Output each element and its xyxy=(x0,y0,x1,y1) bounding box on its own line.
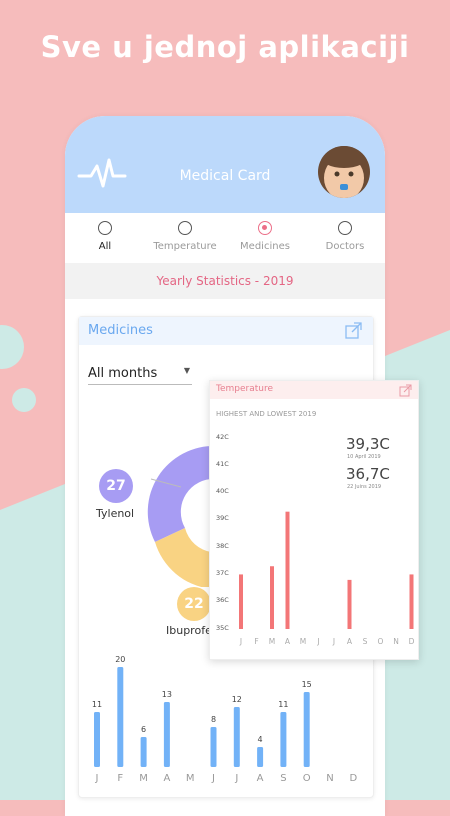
month-tick-label: M xyxy=(299,637,307,646)
tab-all[interactable]: All xyxy=(65,221,145,252)
temp-bar-A[interactable] xyxy=(347,579,352,629)
card-header: Temperature xyxy=(210,381,418,399)
yearly-statistics-header: Yearly Statistics - 2019 xyxy=(65,263,385,299)
y-tick: 42C xyxy=(216,433,229,441)
month-tick-label: J xyxy=(212,773,215,784)
avatar-image xyxy=(318,146,370,198)
month-tick-label: J xyxy=(317,637,320,646)
card-title: Medicines xyxy=(88,323,153,338)
bar-J[interactable] xyxy=(210,727,217,767)
pulse-icon xyxy=(77,158,127,188)
month-tick-label: M xyxy=(185,773,195,784)
bar-value-label: 8 xyxy=(211,715,216,724)
chevron-down-icon: ▼ xyxy=(183,366,190,375)
tab-doctors[interactable]: Doctors xyxy=(305,221,385,252)
temperature-bar-chart xyxy=(239,511,414,629)
y-tick: 40C xyxy=(216,487,229,495)
tylenol-value-badge: 27 xyxy=(99,469,133,503)
month-tick-label: F xyxy=(254,637,259,646)
tab-medicines[interactable]: Medicines xyxy=(225,221,305,252)
month-tick-label: O xyxy=(302,773,311,784)
bar-F[interactable] xyxy=(117,667,124,767)
filter-tabs: All Temperature Medicines Doctors xyxy=(65,213,385,263)
month-tick-label: D xyxy=(408,637,415,646)
tab-label: Medicines xyxy=(240,241,290,252)
month-tick-label: J xyxy=(235,773,239,784)
bar-value-label: 11 xyxy=(278,700,288,709)
donut-segment-tylenol[interactable] xyxy=(147,445,216,542)
month-tick-label: D xyxy=(349,773,358,784)
temp-bar-M[interactable] xyxy=(270,566,274,629)
month-tick-label: S xyxy=(280,773,287,784)
bar-J[interactable] xyxy=(233,707,240,767)
month-tick-label: J xyxy=(95,773,99,784)
app-title: Medical Card xyxy=(179,168,271,184)
card-title: Temperature xyxy=(216,384,274,394)
month-tick-label: A xyxy=(163,773,171,784)
leader-line xyxy=(150,478,182,488)
bar-A[interactable] xyxy=(163,702,170,767)
temperature-subtitle: HIGHEST AND LOWEST 2019 xyxy=(216,410,317,418)
bar-value-label: 12 xyxy=(232,695,242,704)
month-tick-label: J xyxy=(332,637,336,646)
month-tick-label: J xyxy=(239,637,243,646)
tylenol-label: Tylenol xyxy=(96,507,135,520)
decor-circle-small xyxy=(12,388,36,412)
month-tick-label: M xyxy=(139,773,148,784)
bar-value-label: 13 xyxy=(162,690,172,699)
month-tick-label: F xyxy=(117,773,124,784)
month-tick-label: O xyxy=(377,637,384,646)
month-tick-label: A xyxy=(346,637,353,646)
y-tick: 38C xyxy=(216,542,229,550)
card-header: Medicines xyxy=(79,317,373,345)
temp-bar-A[interactable] xyxy=(285,511,290,629)
bar-M[interactable] xyxy=(140,737,147,767)
bar-value-label: 4 xyxy=(258,735,263,744)
month-tick-label: A xyxy=(256,773,264,784)
radio-icon[interactable] xyxy=(178,221,192,235)
temp-bar-J[interactable] xyxy=(239,574,243,629)
external-link-icon[interactable] xyxy=(399,384,412,397)
external-link-icon[interactable] xyxy=(345,322,363,340)
lowest-date: 22 Juins 2019 xyxy=(347,484,382,490)
medicines-monthly-bar-chart: 11 20 6 13 8 12 4 11 15 xyxy=(92,655,312,767)
month-tick-label: M xyxy=(268,637,276,646)
radio-icon[interactable] xyxy=(98,221,112,235)
app-bar: Medical Card xyxy=(65,116,385,213)
temperature-card: Temperature HIGHEST AND LOWEST 2019 42C … xyxy=(209,380,419,660)
bar-value-label: 15 xyxy=(302,680,312,689)
bar-value-label: 6 xyxy=(141,725,146,734)
y-tick: 37C xyxy=(216,569,229,577)
headline: Sve u jednoj aplikaciji xyxy=(40,30,410,64)
y-tick: 39C xyxy=(216,514,229,522)
y-tick: 41C xyxy=(216,460,229,468)
tab-label: All xyxy=(98,241,112,252)
radio-icon[interactable] xyxy=(338,221,352,235)
lowest-temperature: 36,7C xyxy=(346,465,390,483)
temp-bar-D[interactable] xyxy=(409,574,414,629)
bar-A[interactable] xyxy=(257,747,264,767)
month-tick-label: S xyxy=(362,637,368,646)
bar-O[interactable] xyxy=(303,692,310,767)
bar-J[interactable] xyxy=(94,712,100,767)
bar-value-label: 11 xyxy=(92,700,102,709)
highest-date: 10 April 2019 xyxy=(347,454,381,460)
tab-label: Temperature xyxy=(153,241,217,252)
ibuprofen-value-badge: 22 xyxy=(177,587,211,621)
month-tick-label: N xyxy=(326,773,334,784)
y-tick: 35C xyxy=(216,624,229,632)
month-tick-label: N xyxy=(393,637,399,646)
avatar[interactable] xyxy=(318,146,370,198)
tab-label: Doctors xyxy=(325,241,365,252)
bar-value-label: 20 xyxy=(115,655,125,664)
y-tick: 36C xyxy=(216,596,229,604)
ibuprofen-label: Ibuprofen xyxy=(166,624,219,637)
month-tick-label: A xyxy=(284,637,291,646)
highest-temperature: 39,3C xyxy=(346,435,390,453)
tab-temperature[interactable]: Temperature xyxy=(145,221,225,252)
month-select[interactable]: All months ▼ xyxy=(88,362,192,385)
bar-S[interactable] xyxy=(280,712,287,767)
select-value: All months xyxy=(88,366,158,381)
radio-selected-icon[interactable] xyxy=(258,221,272,235)
